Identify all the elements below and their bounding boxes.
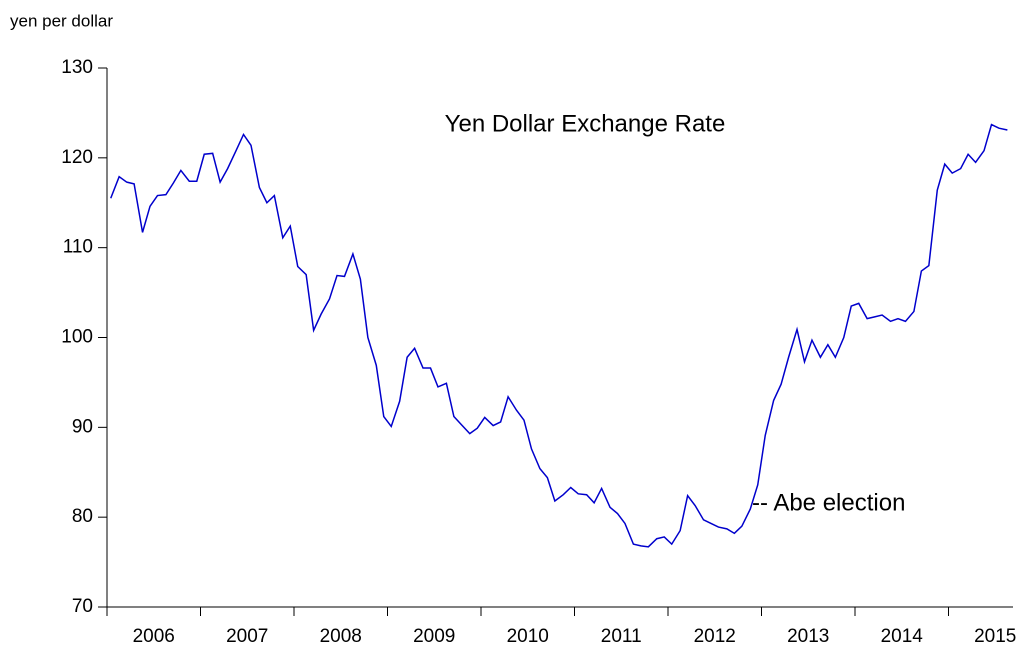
y-tick-label: 70 bbox=[72, 596, 93, 617]
x-tick-label: 2010 bbox=[507, 626, 549, 647]
x-tick-label: 2014 bbox=[881, 626, 924, 647]
x-tick-label: 2013 bbox=[787, 626, 829, 647]
x-tick-label: 2012 bbox=[694, 626, 736, 647]
x-tick-label: 2007 bbox=[226, 626, 268, 647]
x-tick-label: 2006 bbox=[133, 626, 175, 647]
annotation: -- Abe election bbox=[752, 489, 905, 516]
y-tick-label: 80 bbox=[72, 506, 93, 527]
x-tick-label: 2015 bbox=[974, 626, 1016, 647]
x-tick-label: 2011 bbox=[601, 626, 642, 647]
y-axis-label: yen per dollar bbox=[10, 11, 113, 30]
y-tick-label: 100 bbox=[61, 327, 93, 348]
y-tick-label: 90 bbox=[72, 416, 93, 437]
data-line bbox=[110, 123, 1008, 548]
x-tick-label: 2008 bbox=[320, 626, 362, 647]
y-tick-label: 130 bbox=[61, 57, 93, 78]
chart-title: Yen Dollar Exchange Rate bbox=[445, 110, 726, 137]
y-tick-label: 110 bbox=[63, 237, 93, 258]
x-tick-label: 2009 bbox=[413, 626, 455, 647]
y-tick-label: 120 bbox=[61, 147, 93, 168]
